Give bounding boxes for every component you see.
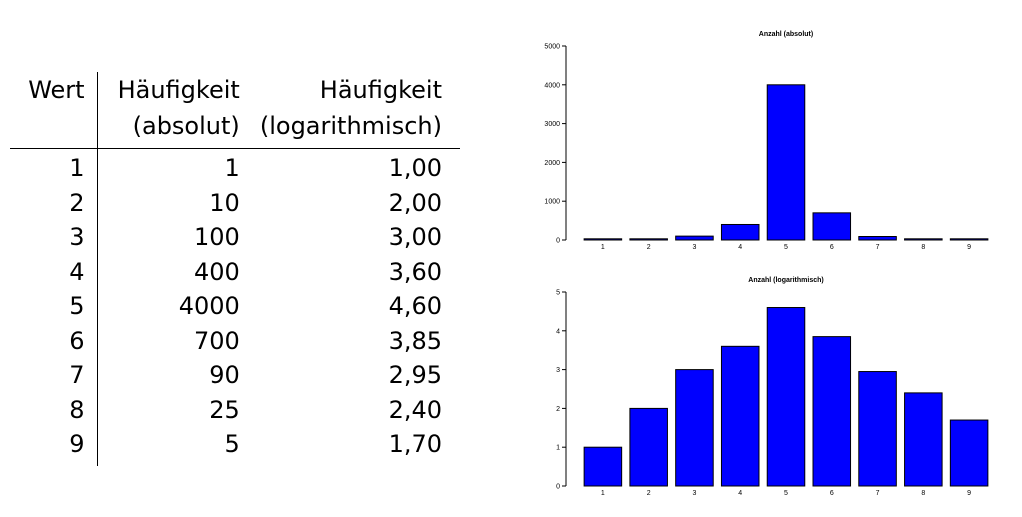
cell-absolut: 700 bbox=[193, 326, 240, 355]
bar-9 bbox=[949, 238, 989, 241]
header-wert-empty bbox=[10, 108, 98, 149]
x-tick-label: 8 bbox=[921, 490, 925, 497]
y-tick-label: 3 bbox=[556, 367, 560, 374]
header-absolut: Häufigkeit bbox=[117, 76, 240, 104]
cell-wert: 8 bbox=[10, 392, 98, 427]
x-tick-label: 5 bbox=[784, 490, 788, 497]
bar-3 bbox=[675, 369, 714, 487]
bar-3 bbox=[675, 235, 714, 241]
x-tick-label: 3 bbox=[692, 244, 696, 251]
table-row: 5 4000 4,60 bbox=[10, 289, 460, 324]
cell-absolut: 90 bbox=[209, 361, 240, 389]
cell-wert: 2 bbox=[10, 185, 98, 220]
cell-logarithmisch: 3,60 bbox=[388, 257, 442, 286]
bar-4 bbox=[720, 223, 760, 241]
y-tick-label: 3000 bbox=[544, 121, 560, 128]
header-logarithmisch: Häufigkeit bbox=[319, 76, 442, 104]
bar-7 bbox=[858, 371, 897, 487]
y-tick-label: 0 bbox=[556, 484, 560, 491]
cell-absolut: 25 bbox=[209, 395, 240, 424]
y-tick-label: 4 bbox=[556, 328, 560, 335]
y-tick-label: 5 bbox=[556, 290, 560, 297]
chart-absolut: Anzahl (absolut) 0 1000 2000 3000 4000 5000 1 2 3… bbox=[544, 31, 989, 251]
bar-5 bbox=[766, 307, 806, 487]
table-row: 9 5 1,70 bbox=[10, 427, 460, 466]
frequency-table-container: Wert Häufigkeit Häufigkeit (absolut) (lo… bbox=[10, 72, 460, 466]
header-wert: Wert bbox=[10, 72, 98, 108]
chart-title: Anzahl (absolut) bbox=[759, 31, 813, 38]
chart-title: Anzahl (logarithmisch) bbox=[748, 277, 823, 284]
bar-6 bbox=[812, 212, 852, 241]
cell-wert: 6 bbox=[10, 323, 98, 358]
bar-7 bbox=[858, 236, 897, 241]
table-row: 1 1 1,00 bbox=[10, 148, 460, 186]
bar-1 bbox=[583, 238, 623, 241]
y-tick-label: 1000 bbox=[544, 199, 560, 206]
x-tick-label: 1 bbox=[601, 490, 605, 497]
y-tick-label: 2 bbox=[556, 406, 560, 413]
y-tick-label: 4000 bbox=[544, 82, 560, 89]
cell-logarithmisch: 2,00 bbox=[388, 188, 442, 217]
x-tick-label: 2 bbox=[647, 244, 651, 251]
bar-9 bbox=[949, 419, 989, 487]
y-tick-label: 2000 bbox=[544, 160, 560, 167]
x-tick-label: 7 bbox=[876, 490, 880, 497]
frequency-table: Wert Häufigkeit Häufigkeit (absolut) (lo… bbox=[10, 72, 460, 466]
cell-logarithmisch: 1,00 bbox=[388, 154, 442, 182]
cell-wert: 9 bbox=[10, 427, 98, 466]
cell-logarithmisch: 3,85 bbox=[388, 326, 442, 355]
table-row: 4 400 3,60 bbox=[10, 254, 460, 289]
bar-6 bbox=[812, 336, 852, 487]
y-tick-label: 5000 bbox=[544, 44, 560, 51]
x-tick-label: 4 bbox=[738, 490, 742, 497]
table-header-row-2: (absolut) (logarithmisch) bbox=[10, 108, 460, 149]
header-logarithmisch-sub: (logarithmisch) bbox=[239, 108, 460, 149]
table-row: 8 25 2,40 bbox=[10, 392, 460, 427]
cell-absolut: 400 bbox=[193, 257, 240, 286]
cell-wert: 3 bbox=[10, 220, 98, 255]
cell-wert: 4 bbox=[10, 254, 98, 289]
y-tick-label: 0 bbox=[556, 238, 560, 245]
bar-2 bbox=[629, 238, 668, 241]
x-tick-label: 3 bbox=[692, 490, 696, 497]
x-tick-label: 4 bbox=[738, 244, 742, 251]
table-row: 2 10 2,00 bbox=[10, 185, 460, 220]
x-tick-label: 8 bbox=[921, 244, 925, 251]
cell-wert: 1 bbox=[10, 148, 98, 186]
cell-wert: 7 bbox=[10, 358, 98, 393]
cell-absolut: 4000 bbox=[178, 292, 240, 320]
table-row: 6 700 3,85 bbox=[10, 323, 460, 358]
cell-logarithmisch: 2,95 bbox=[388, 361, 442, 389]
bar-5 bbox=[766, 84, 806, 241]
x-tick-label: 7 bbox=[876, 244, 880, 251]
bar-8 bbox=[904, 392, 943, 487]
table-header-row: Wert Häufigkeit Häufigkeit bbox=[10, 72, 460, 108]
cell-logarithmisch: 2,40 bbox=[388, 395, 442, 424]
x-tick-label: 1 bbox=[601, 244, 605, 251]
x-tick-label: 6 bbox=[830, 490, 834, 497]
bar-1 bbox=[583, 446, 623, 487]
bar-2 bbox=[629, 407, 668, 487]
cell-logarithmisch: 1,70 bbox=[388, 430, 442, 458]
x-tick-label: 9 bbox=[967, 244, 971, 251]
x-tick-label: 2 bbox=[647, 490, 651, 497]
x-tick-label: 9 bbox=[967, 490, 971, 497]
cell-logarithmisch: 3,00 bbox=[388, 223, 442, 251]
table-row: 7 90 2,95 bbox=[10, 358, 460, 393]
table-row: 3 100 3,00 bbox=[10, 220, 460, 255]
bar-8 bbox=[904, 238, 943, 241]
x-tick-label: 6 bbox=[830, 244, 834, 251]
y-tick-label: 1 bbox=[556, 445, 560, 452]
cell-absolut: 100 bbox=[193, 223, 240, 251]
bar-4 bbox=[720, 345, 760, 487]
cell-absolut: 5 bbox=[224, 430, 240, 458]
x-tick-label: 5 bbox=[784, 244, 788, 251]
cell-absolut: 1 bbox=[224, 154, 240, 182]
cell-logarithmisch: 4,60 bbox=[388, 292, 442, 320]
header-absolut-sub: (absolut) bbox=[97, 108, 240, 149]
cell-absolut: 10 bbox=[209, 188, 240, 217]
chart-logarithmisch: Anzahl (logarithmisch) 0 1 2 3 4 5 1 2 3 4 5 6 7 8 9 bbox=[556, 277, 989, 497]
cell-wert: 5 bbox=[10, 289, 98, 324]
